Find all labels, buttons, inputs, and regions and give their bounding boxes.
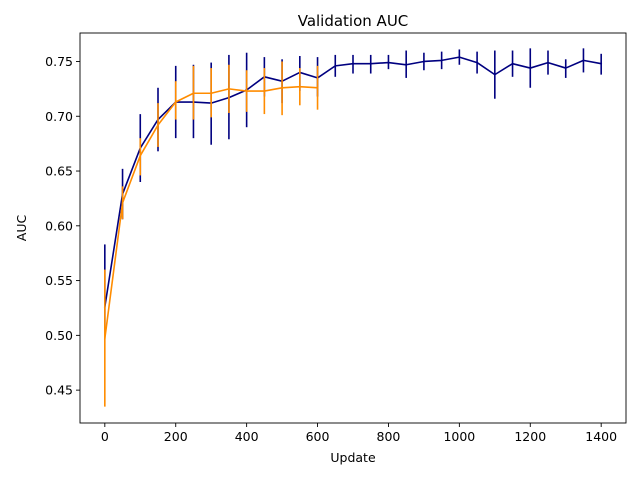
y-tick-label: 0.60: [45, 218, 73, 233]
axes-frame: [79, 32, 627, 424]
y-tick-label: 0.65: [45, 164, 73, 179]
y-tick-label: 0.50: [45, 328, 73, 343]
x-tick-label: 0: [101, 429, 109, 444]
y-axis-ticks: 0.45 0.50 0.55 0.60 0.65 0.70 0.75: [45, 54, 80, 398]
plot-area: [80, 33, 626, 423]
chart-title: Validation AUC: [298, 12, 409, 30]
y-tick-label: 0.70: [45, 109, 73, 124]
series-line: [103, 56, 603, 308]
y-axis-title: AUC: [14, 215, 29, 242]
x-tick-label: 1200: [514, 429, 546, 444]
x-tick-label: 1400: [585, 429, 617, 444]
y-tick-label: 0.45: [45, 383, 73, 398]
x-axis-ticks: 0 200 400 600 800 1000 1200 1400: [101, 423, 617, 444]
x-tick-label: 800: [377, 429, 401, 444]
x-axis-title: Update: [330, 450, 376, 465]
y-tick-label: 0.75: [45, 54, 73, 69]
series-line: [103, 85, 319, 340]
y-tick-label: 0.55: [45, 273, 73, 288]
axes-border: [79, 32, 627, 424]
series-layer: [103, 48, 603, 407]
x-tick-label: 400: [235, 429, 259, 444]
x-tick-label: 200: [164, 429, 188, 444]
x-tick-label: 600: [306, 429, 330, 444]
x-tick-label: 1000: [443, 429, 475, 444]
series-2: [103, 61, 319, 407]
